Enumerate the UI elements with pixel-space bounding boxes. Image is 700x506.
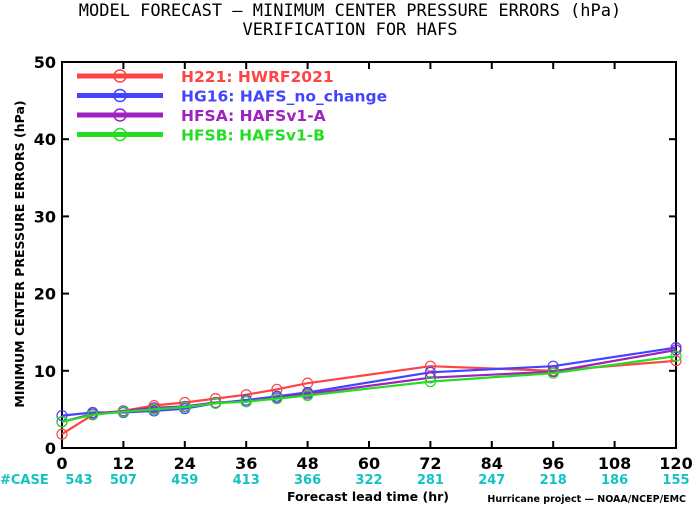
- data-point: [424, 360, 436, 372]
- x-tick-label: 24: [174, 454, 196, 473]
- plot-area: [61, 61, 677, 449]
- case-count: 322: [355, 473, 382, 488]
- chart-subtitle: VERIFICATION FOR HAFS: [243, 20, 458, 40]
- case-count: 459: [171, 473, 198, 488]
- series-line: [61, 359, 677, 436]
- data-point: [302, 377, 314, 389]
- data-point: [424, 372, 436, 384]
- legend-marker: [113, 127, 127, 142]
- legend-label: HG16: HAFS_no_change: [181, 88, 387, 106]
- case-counts: 543 507 459 413 366 322 281 247 218 186 155: [65, 473, 689, 488]
- x-tick-label: 60: [358, 454, 380, 473]
- data-point: [424, 376, 436, 388]
- data-point: [302, 389, 314, 402]
- x-tick-label: 108: [598, 454, 631, 473]
- legend-label: HFSA: HAFSv1-A: [181, 107, 326, 125]
- y-tick-label: 10: [34, 362, 56, 381]
- plot-frame: [61, 61, 677, 449]
- legend-label: H221: HWRF2021: [181, 68, 334, 86]
- data-point: [670, 344, 682, 356]
- case-count: 366: [294, 473, 321, 488]
- case-count: 543: [65, 473, 92, 488]
- data-point: [56, 416, 68, 428]
- x-axis: 0 12 24 36 48 60 72 84 96 108 120: [56, 62, 693, 473]
- data-point: [87, 409, 99, 421]
- y-tick-label: 30: [34, 207, 56, 226]
- data-point: [148, 403, 160, 415]
- data-point: [117, 406, 130, 418]
- y-axis-label: MINIMUM CENTER PRESSURE ERRORS (hPa): [12, 100, 27, 407]
- x-tick-label: 96: [542, 454, 564, 473]
- data-point: [56, 428, 68, 440]
- data-point: [271, 392, 283, 405]
- data-point: [271, 383, 283, 395]
- data-point: [56, 409, 68, 422]
- x-tick-label: 12: [112, 454, 134, 473]
- case-count: 186: [601, 473, 628, 488]
- case-count: 507: [110, 473, 137, 488]
- case-count: 413: [233, 473, 260, 488]
- credit-text: Hurricane project — NOAA/NCEP/EMC: [487, 494, 686, 505]
- case-label: #CASE: [0, 473, 49, 488]
- case-count: 155: [662, 473, 689, 488]
- x-tick-label: 72: [419, 454, 441, 473]
- legend-marker: [113, 88, 127, 103]
- x-tick-label: 84: [481, 454, 503, 473]
- x-tick-label: 48: [296, 454, 318, 473]
- x-tick-label: 36: [235, 454, 257, 473]
- case-count: 281: [417, 473, 444, 488]
- data-point: [670, 355, 682, 367]
- case-count: 247: [478, 473, 505, 488]
- data-point: [240, 396, 252, 408]
- data-point: [547, 367, 559, 379]
- legend-marker: [113, 69, 127, 83]
- legend: H221: HWRF2021 HG16: HAFS_no_changeHFSA: …: [77, 68, 387, 145]
- chart-title: MODEL FORECAST — MINIMUM CENTER PRESSURE…: [79, 1, 621, 21]
- y-tick-label: 50: [34, 53, 56, 72]
- y-tick-label: 20: [34, 285, 56, 304]
- x-axis-label: Forecast lead time (hr): [287, 489, 449, 504]
- data-point: [209, 397, 222, 409]
- data-point: [179, 401, 191, 413]
- legend-marker: [113, 108, 127, 122]
- y-tick-label: 40: [34, 130, 56, 149]
- y-axis: 0 10 20 30 40 50: [34, 53, 676, 458]
- legend-label: HFSB: HAFSv1-B: [181, 127, 325, 145]
- series-layer: [56, 342, 682, 440]
- x-tick-label: 120: [659, 454, 692, 473]
- data-point: [670, 350, 682, 362]
- y-tick-label: 0: [45, 439, 56, 458]
- x-tick-label: 0: [56, 454, 67, 473]
- case-count: 218: [540, 473, 567, 488]
